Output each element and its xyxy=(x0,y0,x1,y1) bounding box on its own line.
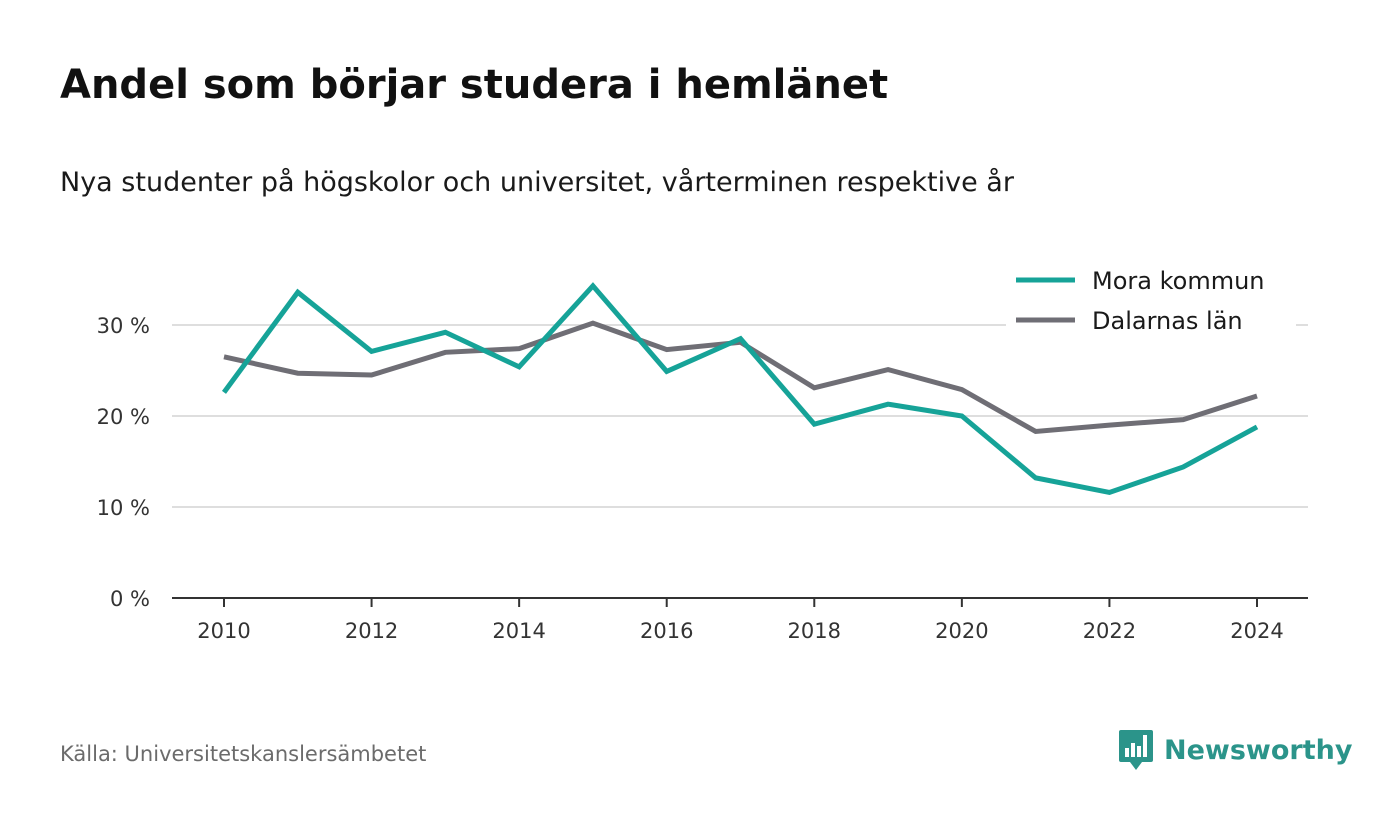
legend: Mora kommun Dalarnas län xyxy=(1006,260,1296,340)
x-tick-label: 2010 xyxy=(197,619,250,643)
brand-logo: Newsworthy xyxy=(1118,728,1352,772)
y-axis-ticks: 0 % 10 % 20 % 30 % xyxy=(97,314,150,611)
line-chart: 0 % 10 % 20 % 30 % 2010 2012 2014 2016 2018 2020… xyxy=(96,260,1308,643)
x-tick-label: 2012 xyxy=(345,619,398,643)
grid-lines xyxy=(172,324,1308,508)
legend-label: Mora kommun xyxy=(1092,267,1265,295)
y-tick-label: 0 % xyxy=(110,587,150,611)
brand-name: Newsworthy xyxy=(1164,734,1353,766)
x-tick-label: 2018 xyxy=(788,619,841,643)
x-tick-label: 2016 xyxy=(640,619,693,643)
chart-title: Andel som börjar studera i hemlänet xyxy=(60,62,889,108)
legend-background xyxy=(1006,260,1296,340)
series-lines xyxy=(221,282,1259,496)
chart-subtitle: Nya studenter på högskolor och universit… xyxy=(60,167,1014,198)
x-tick-label: 2022 xyxy=(1083,619,1136,643)
source-note: Källa: Universitetskanslersämbetet xyxy=(60,742,427,766)
y-tick-label: 10 % xyxy=(97,496,150,520)
bar-chart-speech-bubble-icon xyxy=(1119,730,1153,770)
y-tick-label: 30 % xyxy=(97,314,150,338)
series-line-mora-kommun xyxy=(221,282,1259,496)
x-tick-label: 2020 xyxy=(935,619,988,643)
x-tick-label: 2014 xyxy=(492,619,545,643)
y-tick-label: 20 % xyxy=(97,405,150,429)
legend-label: Dalarnas län xyxy=(1092,307,1243,335)
x-tick-label: 2024 xyxy=(1230,619,1283,643)
x-axis-ticks: 2010 2012 2014 2016 2018 2020 2022 2024 xyxy=(197,598,1284,643)
